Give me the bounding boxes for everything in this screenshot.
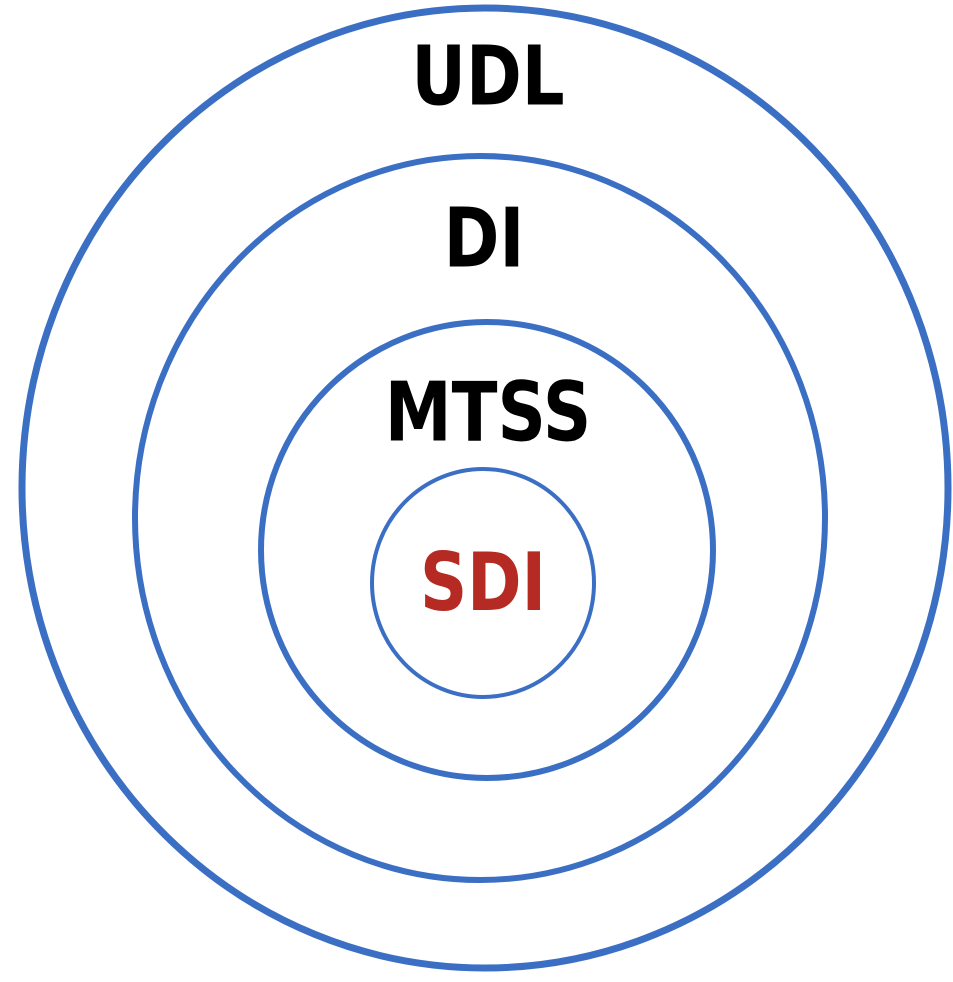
ring-second — [132, 153, 828, 883]
ring-third — [258, 319, 716, 781]
ring-label: SDI — [420, 537, 546, 630]
ring-label: DI — [444, 190, 525, 286]
ring-label: MTSS — [385, 364, 592, 460]
ring-label: UDL — [411, 28, 564, 124]
ring-inner — [370, 467, 596, 699]
ring-outer — [18, 4, 952, 972]
